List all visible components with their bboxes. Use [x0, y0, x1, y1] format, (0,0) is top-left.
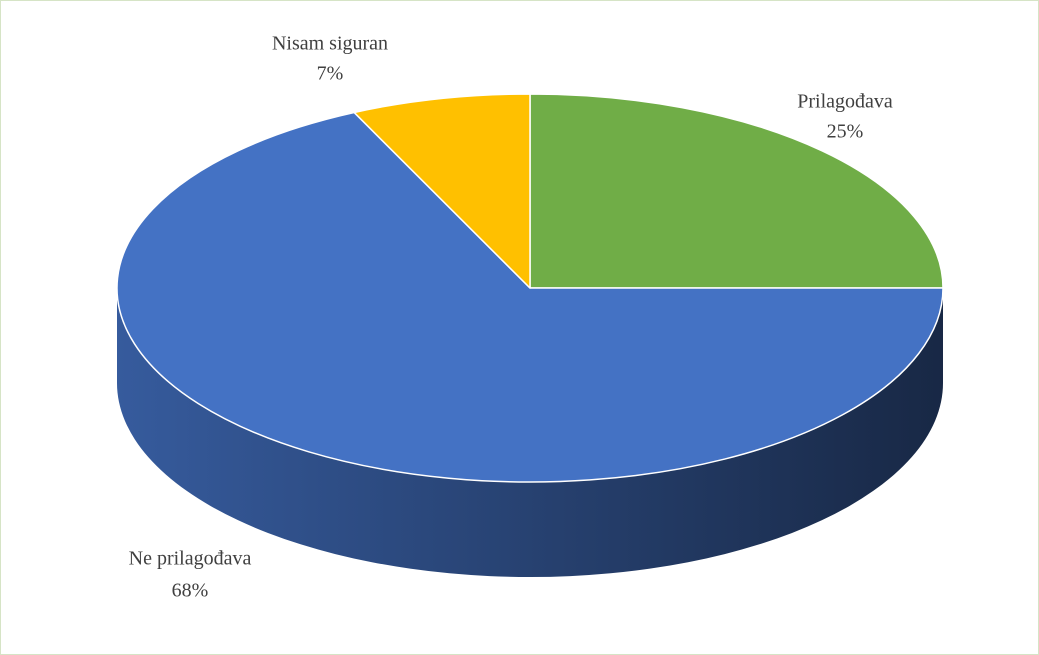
value-label: 25%: [827, 121, 864, 143]
pie-slice: [529, 93, 944, 289]
category-label: Prilagođava: [797, 91, 893, 113]
data-labels: Prilagođava 25% Ne prilagođava 68% Nisam sig…: [129, 33, 893, 602]
value-label: 7%: [317, 63, 344, 85]
pie-slice: [353, 93, 531, 289]
pie-tops: [116, 93, 944, 483]
pie-sides: [117, 288, 943, 577]
pie-slice: [116, 111, 944, 483]
slice-side: [117, 288, 943, 577]
category-label: Ne prilagođava: [129, 548, 252, 570]
category-label: Nisam siguran: [272, 33, 388, 55]
value-label: 68%: [172, 580, 209, 602]
